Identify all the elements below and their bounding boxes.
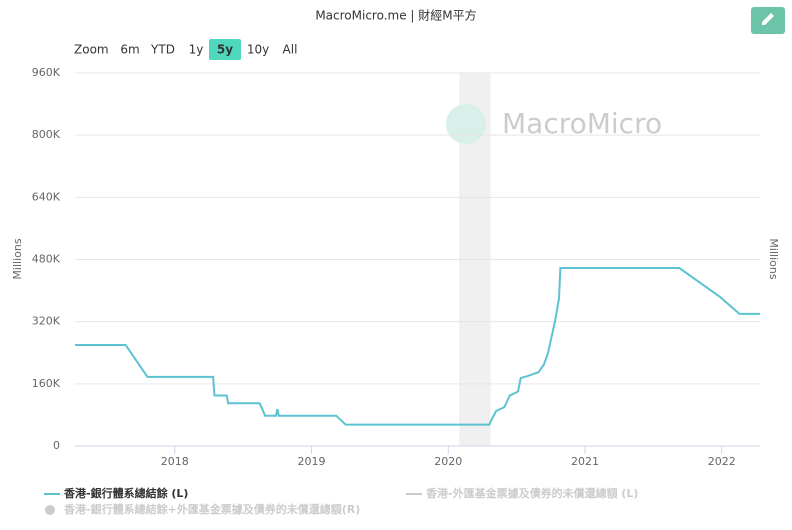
y-tick-label: 640K [32,190,61,203]
series-line [75,267,760,426]
x-tick-label: 2022 [708,455,736,468]
watermark: MacroMicro [502,107,662,140]
x-tick-label: 2020 [434,455,462,468]
x-tick-label: 2018 [161,455,189,468]
y-axis-label: Millions [11,238,24,279]
zoom-label: Zoom [74,43,109,57]
edit-button[interactable] [751,7,785,34]
legend-item[interactable]: 香港-銀行體系總結餘+外匯基金票據及債券的未償還總額(R) [63,502,360,516]
y-tick-label: 480K [32,253,61,266]
legend-item[interactable]: 香港-銀行體系總結餘 (L) [63,486,188,500]
y-tick-label: 0 [53,439,60,452]
legend-symbol[interactable] [45,505,55,515]
y-tick-label: 320K [32,315,61,328]
zoom-button[interactable]: 5y [217,43,233,57]
chart-title: MacroMicro.me | 財經M平方 [315,8,476,23]
zoom-button[interactable]: 10y [247,43,269,57]
zoom-button-bg[interactable] [209,39,241,60]
y2-axis-label: Millions [767,238,780,279]
zoom-button[interactable]: YTD [150,43,175,57]
zoom-button[interactable]: All [283,43,298,57]
y-tick-label: 800K [32,128,61,141]
legend-item[interactable]: 香港-外匯基金票據及債券的未償還總額 (L) [425,486,638,500]
zoom-button[interactable]: 1y [189,43,204,57]
x-tick-label: 2021 [571,455,599,468]
x-tick-label: 2019 [298,455,326,468]
edit-icon [762,13,774,25]
y-tick-label: 960K [32,66,61,79]
y-tick-label: 160K [32,377,61,390]
zoom-button[interactable]: 6m [120,43,139,57]
watermark-logo [446,104,486,144]
